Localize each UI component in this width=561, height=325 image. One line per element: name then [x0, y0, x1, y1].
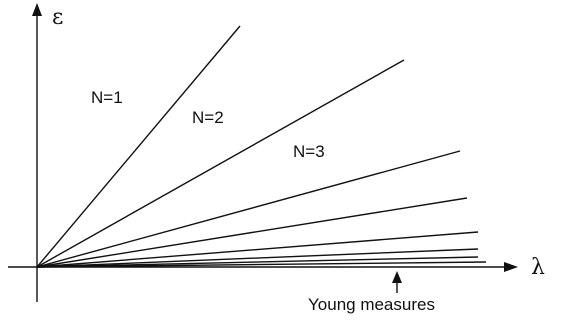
vertical-axis-arrowhead — [32, 3, 42, 16]
ray-n8 — [36, 261, 487, 268]
ray-n7 — [36, 256, 479, 268]
young-measures-pointer-arrowhead — [392, 271, 402, 283]
ray-n6 — [36, 248, 479, 268]
ray-n1 — [36, 25, 241, 268]
ray-label-n2: N=2 — [192, 108, 224, 127]
ray-n2 — [36, 59, 405, 268]
horizontal-axis-arrowhead — [504, 262, 518, 272]
vertical-axis-label: ε — [52, 5, 63, 30]
horizontal-axis-label: λ — [531, 255, 545, 280]
ray-n4 — [36, 197, 468, 268]
ray-n3 — [36, 150, 461, 268]
ray-label-n1: N=1 — [91, 88, 123, 107]
ray-label-n3: N=3 — [293, 142, 325, 161]
ray-n5 — [36, 231, 479, 268]
young-measures-label: Young measures — [308, 295, 435, 314]
